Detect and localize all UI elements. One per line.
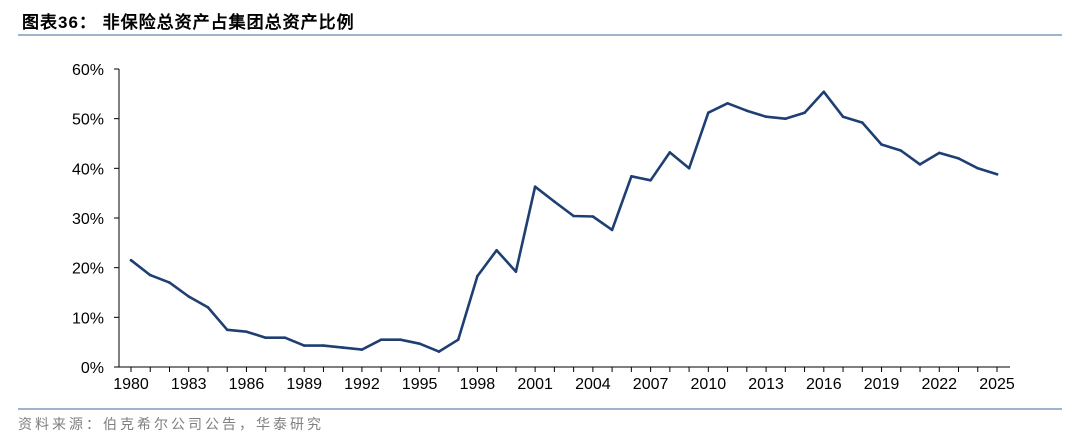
- data-point: [668, 151, 672, 154]
- data-point: [995, 173, 999, 176]
- data-point: [918, 163, 922, 166]
- axes: [118, 69, 1010, 368]
- data-point: [707, 111, 710, 114]
- data-point: [784, 117, 787, 120]
- top-divider: [18, 34, 1062, 36]
- y-tick-label: 0%: [81, 360, 104, 377]
- x-tick-label: 2025: [979, 376, 1015, 393]
- data-point: [726, 102, 729, 105]
- data-point: [476, 274, 479, 278]
- data-point: [360, 348, 364, 351]
- data-point: [148, 273, 152, 277]
- x-tick-label: 2016: [806, 376, 842, 393]
- series-line: [129, 90, 999, 353]
- data-point: [302, 344, 306, 347]
- x-tick-label: 1998: [460, 376, 496, 393]
- data-point: [687, 167, 691, 170]
- x-tick-label: 2019: [864, 376, 900, 393]
- x-tick-label: 2007: [633, 376, 669, 393]
- data-point: [225, 328, 229, 332]
- x-tick-label: 1995: [402, 376, 438, 393]
- data-point: [533, 185, 537, 188]
- data-point: [187, 295, 190, 298]
- data-point: [899, 149, 903, 152]
- source-note: 资料来源：伯克希尔公司公告，华泰研究: [18, 417, 324, 433]
- y-tick-label: 10%: [72, 310, 104, 327]
- x-tick-label: 2013: [748, 376, 784, 393]
- data-point: [206, 306, 210, 309]
- data-point: [264, 336, 268, 340]
- x-tick-label: 1989: [286, 376, 322, 393]
- y-tick-label: 50%: [72, 112, 104, 129]
- data-point: [553, 200, 556, 203]
- data-point: [456, 338, 460, 342]
- data-point: [630, 175, 633, 178]
- bottom-divider: [18, 408, 1062, 410]
- data-point: [764, 115, 768, 118]
- data-point: [245, 330, 248, 334]
- y-tick-label: 20%: [72, 261, 104, 278]
- y-tick-label: 30%: [72, 211, 104, 228]
- data-point: [418, 342, 422, 346]
- data-point: [610, 228, 614, 232]
- data-point: [495, 249, 498, 252]
- data-point: [957, 157, 960, 160]
- data-point: [822, 90, 826, 94]
- data-point: [880, 143, 883, 146]
- x-tick-label: 2022: [921, 376, 957, 393]
- chart-title: 图表36： 非保险总资产占集团总资产比例: [22, 13, 355, 32]
- data-point: [283, 336, 287, 340]
- data-point: [379, 338, 383, 342]
- series-layer: [129, 90, 999, 353]
- x-tick-label: 1992: [344, 376, 380, 393]
- data-point: [168, 281, 171, 284]
- x-tick-label: 1986: [229, 376, 265, 393]
- x-tick-label: 1983: [171, 376, 207, 393]
- data-point: [399, 338, 402, 342]
- data-point: [572, 214, 575, 218]
- data-point: [341, 346, 345, 349]
- x-tick-label: 2001: [517, 376, 553, 393]
- data-point: [803, 111, 806, 114]
- x-tick-label: 1980: [113, 376, 149, 393]
- data-point: [437, 350, 441, 353]
- x-ticks: 1980 1983 1986 1989 1992 1995 1998 2001 2004 2007…: [113, 367, 1015, 393]
- data-point: [841, 115, 845, 118]
- y-ticks: 0% 10% 20% 30% 40% 50% 60%: [72, 62, 119, 377]
- data-point: [861, 121, 864, 124]
- data-point: [514, 270, 518, 273]
- x-tick-label: 2010: [691, 376, 727, 393]
- data-point: [649, 179, 652, 182]
- data-point: [129, 258, 133, 262]
- data-point: [591, 215, 595, 218]
- data-point: [976, 167, 980, 170]
- y-tick-label: 60%: [72, 62, 104, 79]
- data-point: [745, 109, 749, 112]
- x-tick-label: 2004: [575, 376, 611, 393]
- data-point: [322, 344, 325, 347]
- data-point: [938, 151, 941, 155]
- y-tick-label: 40%: [72, 161, 104, 178]
